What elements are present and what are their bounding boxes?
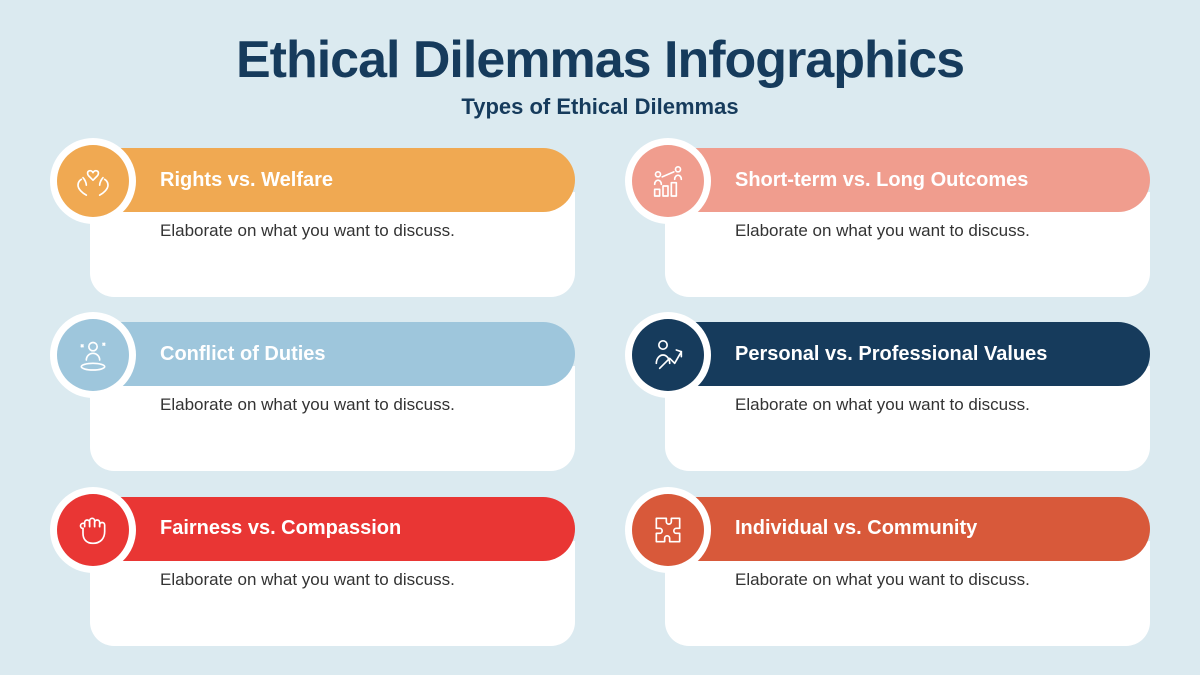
card-label: Short-term vs. Long Outcomes bbox=[735, 169, 1028, 192]
dilemma-card: Elaborate on what you want to discuss. Sh… bbox=[625, 142, 1150, 297]
dilemma-card: Elaborate on what you want to discuss. Fa… bbox=[50, 491, 575, 646]
card-desc: Elaborate on what you want to discuss. bbox=[160, 395, 455, 414]
card-desc: Elaborate on what you want to discuss. bbox=[735, 570, 1030, 589]
icon-circle bbox=[50, 487, 136, 573]
person-spot-icon bbox=[57, 319, 129, 391]
card-banner: Personal vs. Professional Values bbox=[665, 322, 1150, 386]
card-grid: Elaborate on what you want to discuss. Ri… bbox=[50, 142, 1150, 655]
card-banner: Fairness vs. Compassion bbox=[90, 497, 575, 561]
icon-circle bbox=[625, 487, 711, 573]
dilemma-card: Elaborate on what you want to discuss. Ri… bbox=[50, 142, 575, 297]
card-label: Conflict of Duties bbox=[160, 343, 326, 366]
card-label: Rights vs. Welfare bbox=[160, 169, 333, 192]
card-label: Individual vs. Community bbox=[735, 517, 977, 540]
puzzle-icon bbox=[632, 494, 704, 566]
card-label: Personal vs. Professional Values bbox=[735, 343, 1047, 366]
infographic-page: Ethical Dilemmas Infographics Types of E… bbox=[0, 0, 1200, 675]
icon-circle bbox=[625, 312, 711, 398]
icon-circle bbox=[50, 312, 136, 398]
icon-circle bbox=[625, 138, 711, 224]
fist-icon bbox=[57, 494, 129, 566]
hands-heart-icon bbox=[57, 145, 129, 217]
page-title: Ethical Dilemmas Infographics bbox=[50, 30, 1150, 90]
card-banner: Short-term vs. Long Outcomes bbox=[665, 148, 1150, 212]
growth-people-icon bbox=[632, 145, 704, 217]
person-arrow-icon bbox=[632, 319, 704, 391]
card-desc: Elaborate on what you want to discuss. bbox=[160, 221, 455, 240]
icon-circle bbox=[50, 138, 136, 224]
card-banner: Conflict of Duties bbox=[90, 322, 575, 386]
card-banner: Rights vs. Welfare bbox=[90, 148, 575, 212]
card-desc: Elaborate on what you want to discuss. bbox=[160, 570, 455, 589]
dilemma-card: Elaborate on what you want to discuss. Co… bbox=[50, 316, 575, 471]
dilemma-card: Elaborate on what you want to discuss. In… bbox=[625, 491, 1150, 646]
dilemma-card: Elaborate on what you want to discuss. Pe… bbox=[625, 316, 1150, 471]
card-desc: Elaborate on what you want to discuss. bbox=[735, 395, 1030, 414]
page-subtitle: Types of Ethical Dilemmas bbox=[50, 94, 1150, 120]
card-label: Fairness vs. Compassion bbox=[160, 517, 401, 540]
card-banner: Individual vs. Community bbox=[665, 497, 1150, 561]
card-desc: Elaborate on what you want to discuss. bbox=[735, 221, 1030, 240]
